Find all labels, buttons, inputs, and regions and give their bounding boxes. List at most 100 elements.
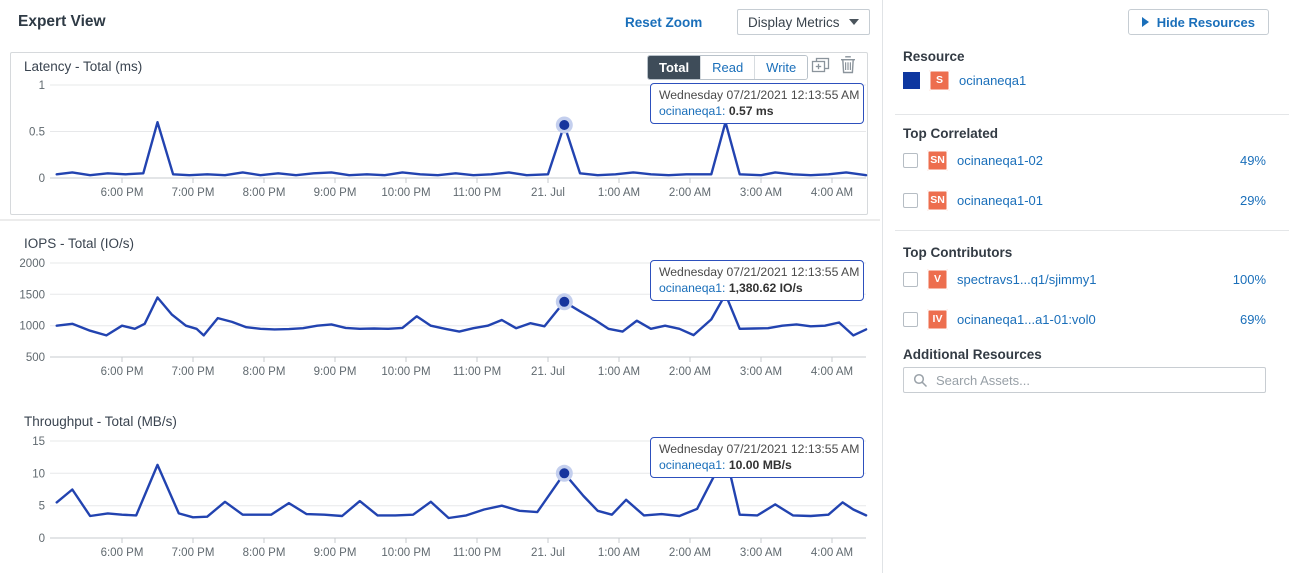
reset-zoom-link[interactable]: Reset Zoom [625,15,703,30]
section-divider [895,114,1289,115]
storage-node-badge-icon: SN [927,149,948,171]
svg-text:9:00 PM: 9:00 PM [314,187,357,199]
additional-resources-heading: Additional Resources [903,347,1042,362]
svg-text:4:00 AM: 4:00 AM [811,547,853,559]
section-divider [895,230,1289,231]
svg-text:3:00 AM: 3:00 AM [740,547,782,559]
svg-text:15: 15 [32,436,45,448]
tooltip-value: 10.00 MB/s [728,457,792,472]
asset-search-box [903,367,1266,393]
svg-text:7:00 PM: 7:00 PM [172,187,215,199]
duplicate-chart-button[interactable] [811,57,831,78]
correlated-checkbox[interactable] [903,152,918,168]
panel-separator [0,219,880,221]
copy-plus-icon [811,57,830,73]
svg-text:0: 0 [39,533,45,545]
latency-chart[interactable]: 0 0.5 1 6:00 PM 7:00 PM 8:00 PM 9:00 PM 10:00 P… [10,77,868,205]
svg-text:4:00 AM: 4:00 AM [811,366,853,378]
correlated-row: SN ocinaneqa1-01 29% [903,189,1266,211]
correlation-percent: 49% [1239,152,1266,168]
read-toggle-button[interactable]: Read [700,56,755,79]
svg-text:3:00 AM: 3:00 AM [740,187,782,199]
contribution-percent: 100% [1232,271,1266,287]
hide-resources-button[interactable]: Hide Resources [1127,9,1269,35]
contribution-percent: 69% [1239,311,1266,327]
contributor-checkbox[interactable] [903,271,918,287]
tooltip-value: 0.57 ms [728,103,774,118]
caret-down-icon [849,19,859,25]
resource-row: S ocinaneqa1 [903,69,1266,91]
svg-text:6:00 PM: 6:00 PM [101,366,144,378]
svg-text:9:00 PM: 9:00 PM [314,366,357,378]
correlation-percent: 29% [1239,192,1266,208]
metric-toggle-group: Total Read Write [647,55,809,80]
svg-text:2:00 AM: 2:00 AM [669,547,711,559]
correlated-link[interactable]: ocinaneqa1-02 [957,152,1044,168]
iops-chart-title: IOPS - Total (IO/s) [24,236,135,251]
latency-chart-title: Latency - Total (ms) [24,59,143,74]
svg-text:11:00 PM: 11:00 PM [453,547,501,559]
page-title: Expert View [18,13,106,30]
svg-text:21. Jul: 21. Jul [531,366,565,378]
throughput-chart-title: Throughput - Total (MB/s) [24,414,177,429]
display-metrics-dropdown[interactable]: Display Metrics [737,9,870,35]
correlated-link[interactable]: ocinaneqa1-01 [957,192,1044,208]
correlated-checkbox[interactable] [903,192,918,208]
svg-text:1:00 AM: 1:00 AM [598,366,640,378]
series-color-swatch [903,71,920,89]
latency-tooltip: Wednesday 07/21/2021 12:13:55 AM ocinane… [650,83,864,124]
internal-volume-badge-icon: IV [927,308,948,330]
svg-text:8:00 PM: 8:00 PM [243,547,286,559]
throughput-tooltip: Wednesday 07/21/2021 12:13:55 AM ocinane… [650,437,864,478]
svg-text:2:00 AM: 2:00 AM [669,366,711,378]
display-metrics-label: Display Metrics [748,14,840,30]
resources-sidebar: Hide Resources Resource S ocinaneqa1 Top… [882,0,1289,573]
iops-chart[interactable]: 500 1000 1500 2000 6:00 PM 7:00 PM 8:00 PM 9:00… [10,256,868,386]
svg-text:500: 500 [26,352,45,364]
svg-text:11:00 PM: 11:00 PM [453,187,501,199]
storage-badge-icon: S [929,69,950,91]
top-correlated-heading: Top Correlated [903,126,999,141]
contributor-link[interactable]: spectravs1...q1/sjimmy1 [957,271,1097,287]
svg-text:7:00 PM: 7:00 PM [172,547,215,559]
top-contributors-heading: Top Contributors [903,245,1013,260]
write-toggle-button[interactable]: Write [754,56,808,79]
svg-text:3:00 AM: 3:00 AM [740,366,782,378]
svg-text:7:00 PM: 7:00 PM [172,366,215,378]
svg-text:21. Jul: 21. Jul [531,547,565,559]
contributor-link[interactable]: ocinaneqa1...a1-01:vol0 [957,311,1096,327]
resource-link[interactable]: ocinaneqa1 [959,72,1027,88]
contributor-row: IV ocinaneqa1...a1-01:vol0 69% [903,308,1266,330]
tooltip-series-name: ocinaneqa1: [659,103,726,118]
svg-text:1:00 AM: 1:00 AM [598,547,640,559]
tooltip-value: 1,380.62 IO/s [728,280,803,295]
svg-text:0: 0 [39,173,45,185]
correlated-row: SN ocinaneqa1-02 49% [903,149,1266,171]
svg-text:10:00 PM: 10:00 PM [381,366,430,378]
tooltip-series-name: ocinaneqa1: [659,280,726,295]
asset-search-input[interactable] [936,372,1256,388]
svg-text:6:00 PM: 6:00 PM [101,547,144,559]
delete-chart-button[interactable] [839,55,857,78]
resource-heading: Resource [903,49,965,64]
tooltip-date: Wednesday 07/21/2021 12:13:55 AM [659,88,860,102]
magnifier-icon [913,373,928,387]
svg-text:8:00 PM: 8:00 PM [243,366,286,378]
svg-text:1500: 1500 [19,289,45,301]
tooltip-date: Wednesday 07/21/2021 12:13:55 AM [659,265,860,279]
contributor-checkbox[interactable] [903,311,918,327]
svg-text:1:00 AM: 1:00 AM [598,187,640,199]
tooltip-date: Wednesday 07/21/2021 12:13:55 AM [659,442,860,456]
svg-text:6:00 PM: 6:00 PM [101,187,144,199]
iops-tooltip: Wednesday 07/21/2021 12:13:55 AM ocinane… [650,260,864,301]
tooltip-series-name: ocinaneqa1: [659,457,726,472]
svg-text:1000: 1000 [19,321,45,333]
storage-node-badge-icon: SN [927,189,948,211]
throughput-chart[interactable]: 0 5 10 15 6:00 PM 7:00 PM 8:00 PM 9:00 PM 10:00 … [10,433,868,563]
svg-text:4:00 AM: 4:00 AM [811,187,853,199]
latency-chart-panel [10,52,868,215]
triangle-right-icon [1141,17,1149,27]
total-toggle-button[interactable]: Total [648,56,701,79]
volume-badge-icon: V [927,268,948,290]
svg-text:10:00 PM: 10:00 PM [381,187,430,199]
